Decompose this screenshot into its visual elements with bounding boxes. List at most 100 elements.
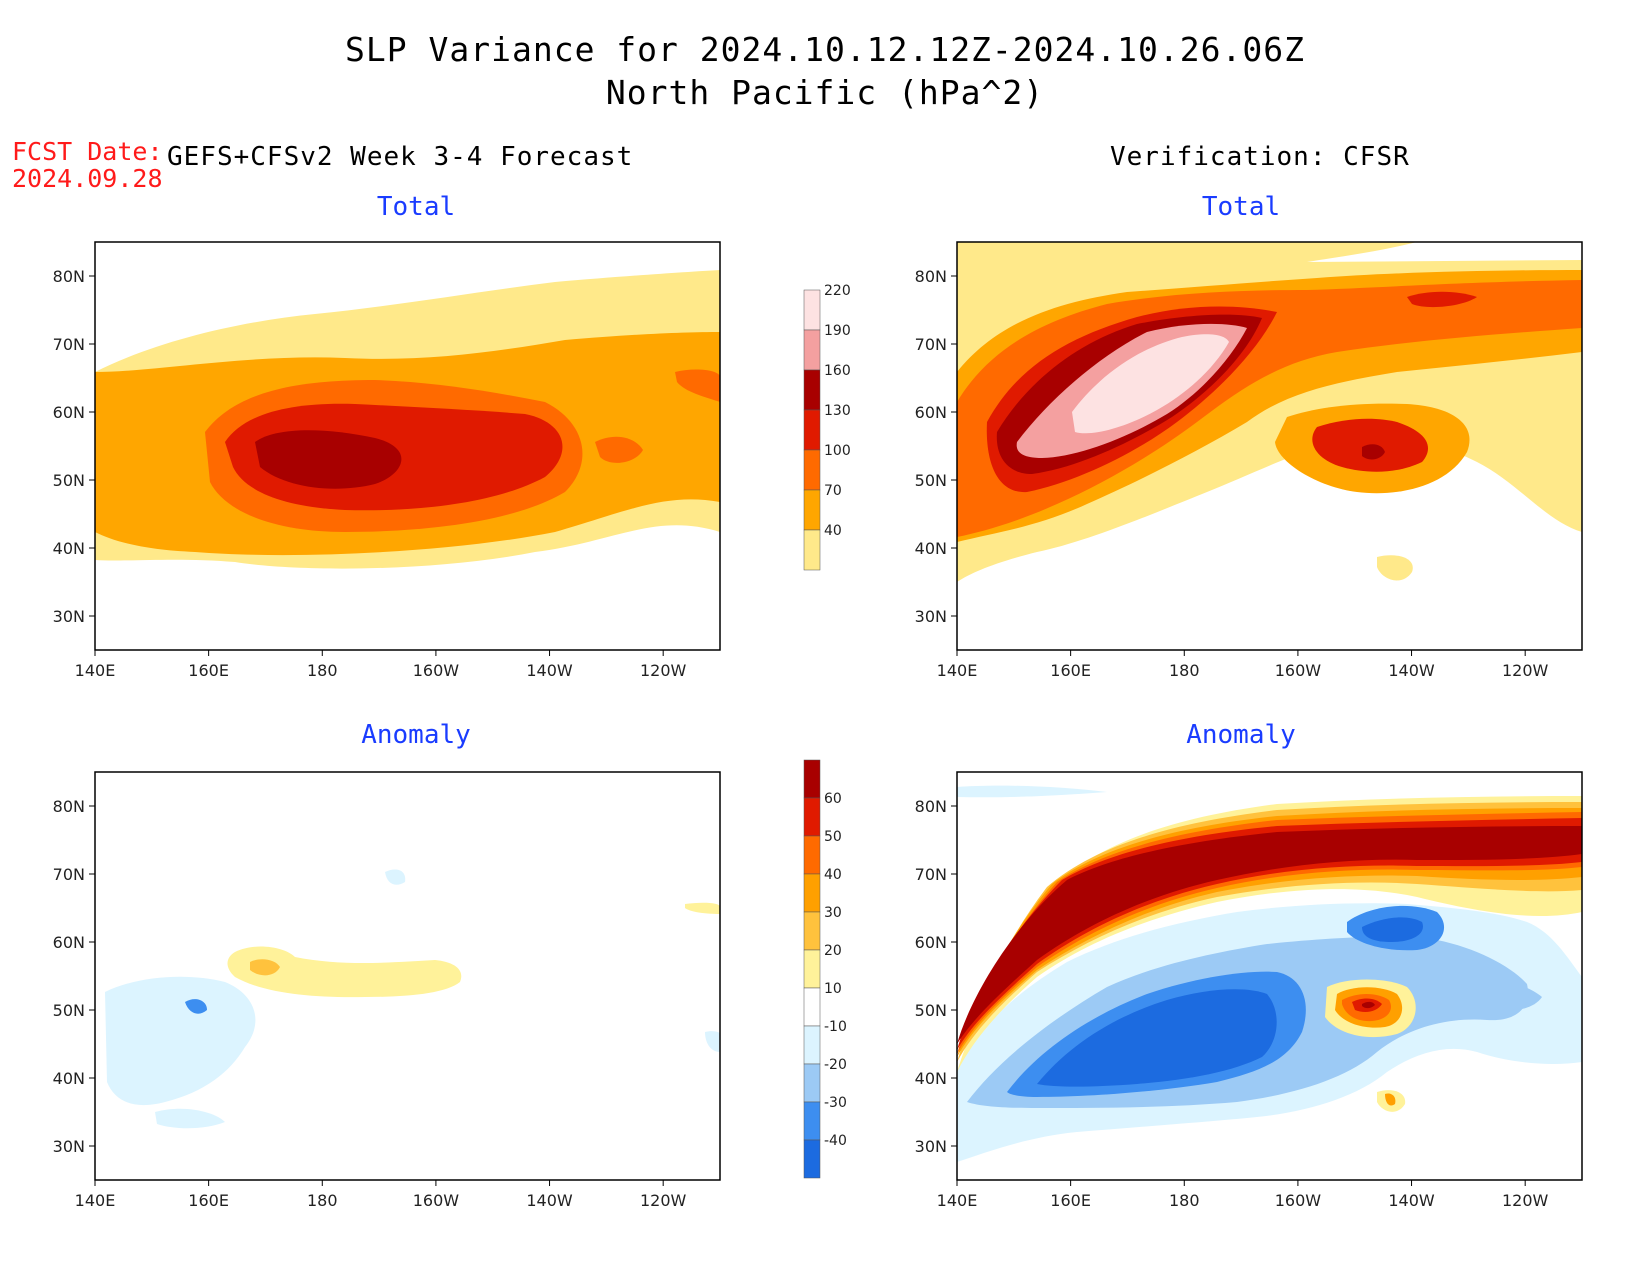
forecast-total-map (94, 241, 721, 651)
lat-tick-label: 50N (915, 471, 947, 490)
lat-tick-label: 40N (915, 1069, 947, 1088)
lon-tick-label: 160E (1050, 1191, 1091, 1210)
lon-tick-label: 160W (1275, 1191, 1322, 1210)
lat-tick-label: 80N (53, 797, 85, 816)
colorbar-segment (803, 289, 821, 331)
lon-tick-label: 160W (413, 661, 460, 680)
colorbar-label: 10 (824, 981, 842, 997)
tick-layer: 140E 160E 180 160W 140W 120W 30N 40N 50N 60N 70N 80… (53, 267, 1549, 1210)
lat-tick-label: 70N (53, 335, 85, 354)
lon-tick-label: 140W (1388, 1191, 1435, 1210)
lon-tick-label: 120W (640, 1191, 687, 1210)
lat-tick-label: 80N (915, 267, 947, 286)
colorbar-label: 220 (824, 283, 851, 299)
lat-tick-label: 50N (915, 1001, 947, 1020)
lat-tick-label: 50N (53, 1001, 85, 1020)
map-title-line1: SLP Variance for 2024.10.12.12Z-2024.10.… (345, 30, 1305, 69)
colorbar-segment (803, 409, 821, 451)
colorbar-label: 40 (824, 523, 842, 539)
colorbar-segment (803, 1139, 821, 1179)
colorbar-segment (803, 911, 821, 951)
verification-total-map (956, 241, 1583, 651)
panel-subtitle-forecast-total: Total (376, 192, 456, 222)
lat-tick-label: 60N (53, 403, 85, 422)
colorbar-segment (803, 329, 821, 371)
lon-tick-label: 140E (75, 1191, 116, 1210)
lon-tick-label: 140W (526, 661, 573, 680)
colorbar-segment (803, 873, 821, 913)
fcst-date-value: 2024.09.28 (12, 164, 163, 193)
lat-tick-label: 30N (915, 1137, 947, 1156)
colorbar-label: 50 (824, 829, 842, 845)
fcst-date-label: FCST Date: (12, 137, 163, 166)
colorbar-segment (803, 489, 821, 531)
lat-tick-label: 50N (53, 471, 85, 490)
colorbar-segment (803, 759, 821, 799)
lon-tick-label: 160E (1050, 661, 1091, 680)
colorbar-segment (803, 1063, 821, 1103)
forecast-anomaly-map (94, 771, 721, 1181)
lon-tick-label: 120W (640, 661, 687, 680)
colorbar-label: 30 (824, 905, 842, 921)
colorbar-segment (803, 949, 821, 989)
lon-tick-label: 180 (307, 1191, 338, 1210)
map-title-line2: North Pacific (hPa^2) (605, 73, 1045, 112)
lon-tick-label: 140E (937, 1191, 978, 1210)
colorbar-label: 160 (824, 363, 851, 379)
colorbar-label: 40 (824, 867, 842, 883)
colorbar-label: 60 (824, 791, 842, 807)
colorbar-segment (803, 1025, 821, 1065)
lon-tick-label: 120W (1502, 661, 1549, 680)
lon-tick-label: 140W (1388, 661, 1435, 680)
fcst-date: FCST Date: 2024.09.28 (12, 138, 163, 192)
lat-tick-label: 40N (53, 539, 85, 558)
verification-header: Verification: CFSR (1110, 142, 1410, 172)
panel-subtitle-verif-anomaly: Anomaly (1186, 720, 1296, 750)
colorbar-label: 100 (824, 443, 851, 459)
panel-subtitle-verif-total: Total (1201, 192, 1281, 222)
colorbar-label: 20 (824, 943, 842, 959)
verification-anomaly-map (956, 771, 1583, 1181)
lon-tick-label: 180 (1169, 1191, 1200, 1210)
lon-tick-label: 160W (1275, 661, 1322, 680)
colorbar-total-segments: 40 70 100 130 160 190 220 (803, 283, 851, 571)
colorbar-segment (803, 449, 821, 491)
colorbar-label: 130 (824, 403, 851, 419)
lat-tick-label: 70N (53, 865, 85, 884)
colorbar-anomaly: -40 -30 -20 -10 10 20 30 40 50 60 (803, 759, 847, 1179)
colorbar-label: -20 (824, 1057, 847, 1073)
lon-tick-label: 180 (1169, 661, 1200, 680)
lat-tick-label: 30N (53, 1137, 85, 1156)
colorbar-segment (803, 797, 821, 837)
lon-tick-label: 140E (75, 661, 116, 680)
colorbar-segment (803, 369, 821, 411)
lat-tick-label: 40N (53, 1069, 85, 1088)
lon-tick-label: 160E (188, 661, 229, 680)
colorbar-label: 70 (824, 483, 842, 499)
lat-tick-label: 60N (53, 933, 85, 952)
lon-tick-label: 120W (1502, 1191, 1549, 1210)
lon-tick-label: 180 (307, 661, 338, 680)
colorbar-segment (803, 1101, 821, 1141)
colorbar-label: -30 (824, 1095, 847, 1111)
lat-tick-label: 30N (53, 607, 85, 626)
colorbar-segment (803, 835, 821, 875)
colorbar-label: 190 (824, 323, 851, 339)
lat-tick-label: 80N (915, 797, 947, 816)
colorbar-anomaly-segments: -40 -30 -20 -10 10 20 30 40 50 60 (803, 759, 847, 1179)
colorbar-total: 40 70 100 130 160 190 220 (803, 283, 851, 571)
colorbar-label: -10 (824, 1019, 847, 1035)
lon-tick-label: 160W (413, 1191, 460, 1210)
lat-tick-label: 60N (915, 933, 947, 952)
lon-tick-label: 160E (188, 1191, 229, 1210)
lat-tick-label: 40N (915, 539, 947, 558)
lat-tick-label: 60N (915, 403, 947, 422)
colorbar-label: -40 (824, 1133, 847, 1149)
lon-tick-label: 140E (937, 661, 978, 680)
forecast-header: GEFS+CFSv2 Week 3-4 Forecast (167, 142, 634, 172)
lat-tick-label: 70N (915, 865, 947, 884)
lat-tick-label: 80N (53, 267, 85, 286)
lat-tick-label: 30N (915, 607, 947, 626)
panel-subtitle-forecast-anomaly: Anomaly (361, 720, 471, 750)
